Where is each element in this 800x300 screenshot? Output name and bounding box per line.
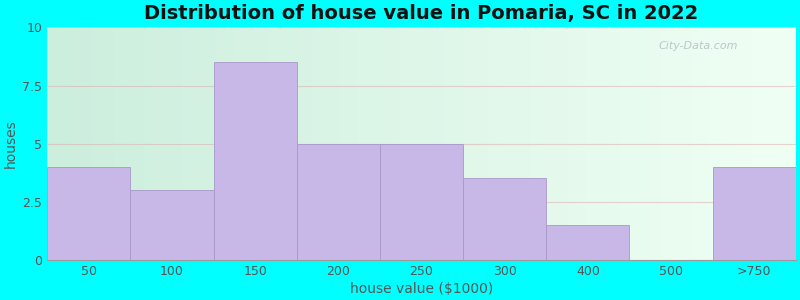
Bar (214, 62, 297, 260)
Bar (130, 190, 214, 260)
Bar (297, 144, 380, 260)
Bar (47, 167, 130, 260)
Text: City-Data.com: City-Data.com (658, 41, 738, 51)
Bar (380, 144, 463, 260)
Bar (713, 167, 796, 260)
Bar (546, 225, 630, 260)
Title: Distribution of house value in Pomaria, SC in 2022: Distribution of house value in Pomaria, … (144, 4, 698, 23)
Bar (463, 178, 546, 260)
Y-axis label: houses: houses (4, 119, 18, 168)
X-axis label: house value ($1000): house value ($1000) (350, 282, 493, 296)
